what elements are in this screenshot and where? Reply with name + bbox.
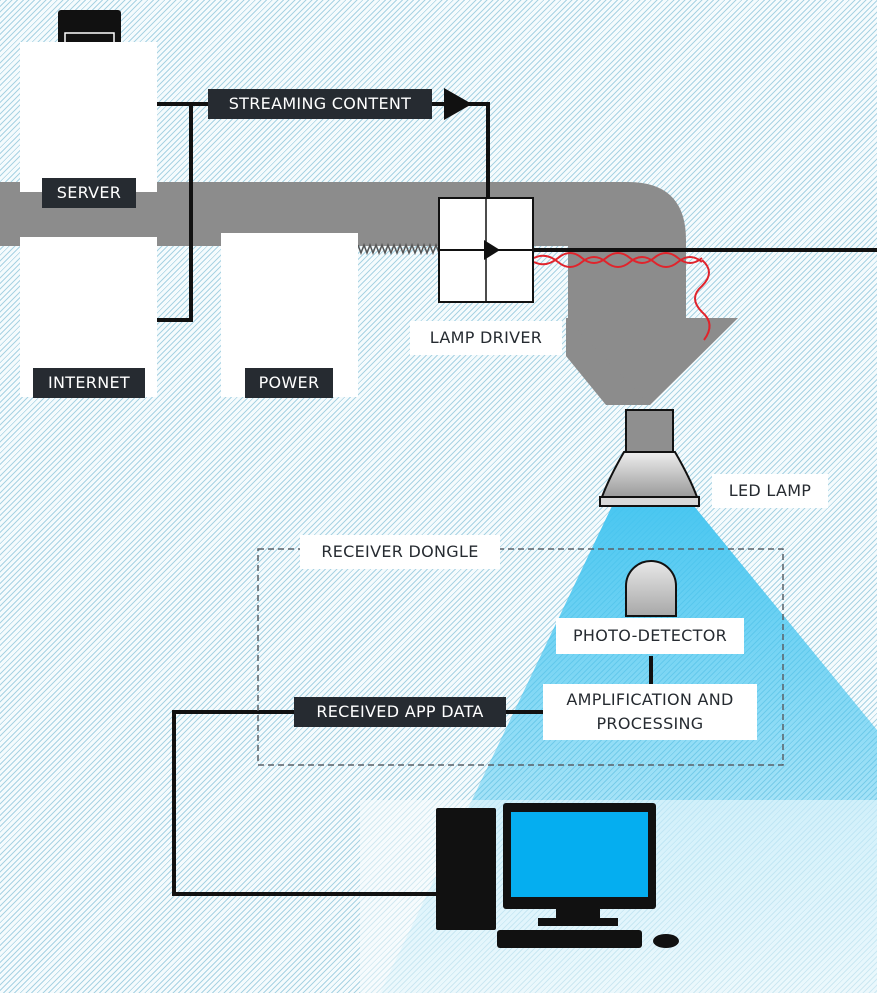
processing-label: PROCESSING (543, 714, 757, 734)
amplification-label: AMPLIFICATION AND (543, 690, 757, 710)
lamp-driver-icon (438, 197, 534, 303)
receiver-dongle-boundary (257, 548, 784, 766)
power-coil (357, 242, 440, 256)
led-lamp-label: LED LAMP (712, 474, 828, 508)
received-app-data-label: RECEIVED APP DATA (294, 697, 506, 727)
stream-arrowhead (444, 88, 472, 120)
receiver-dongle-label: RECEIVER DONGLE (300, 535, 500, 569)
server-panel (20, 42, 157, 192)
led-lamp-icon (599, 409, 700, 507)
desktop-computer-icon (436, 803, 679, 948)
power-label: POWER (245, 368, 333, 398)
photo-detector-icon (625, 560, 677, 617)
server-label: SERVER (42, 178, 136, 208)
streaming-content-label: STREAMING CONTENT (208, 89, 432, 119)
photo-detector-label: PHOTO-DETECTOR (556, 618, 744, 654)
signal-wire (533, 252, 711, 341)
lamp-driver-label: LAMP DRIVER (410, 321, 562, 355)
internet-label: INTERNET (33, 368, 145, 398)
amplification-processing-box: AMPLIFICATION AND PROCESSING (543, 684, 757, 740)
